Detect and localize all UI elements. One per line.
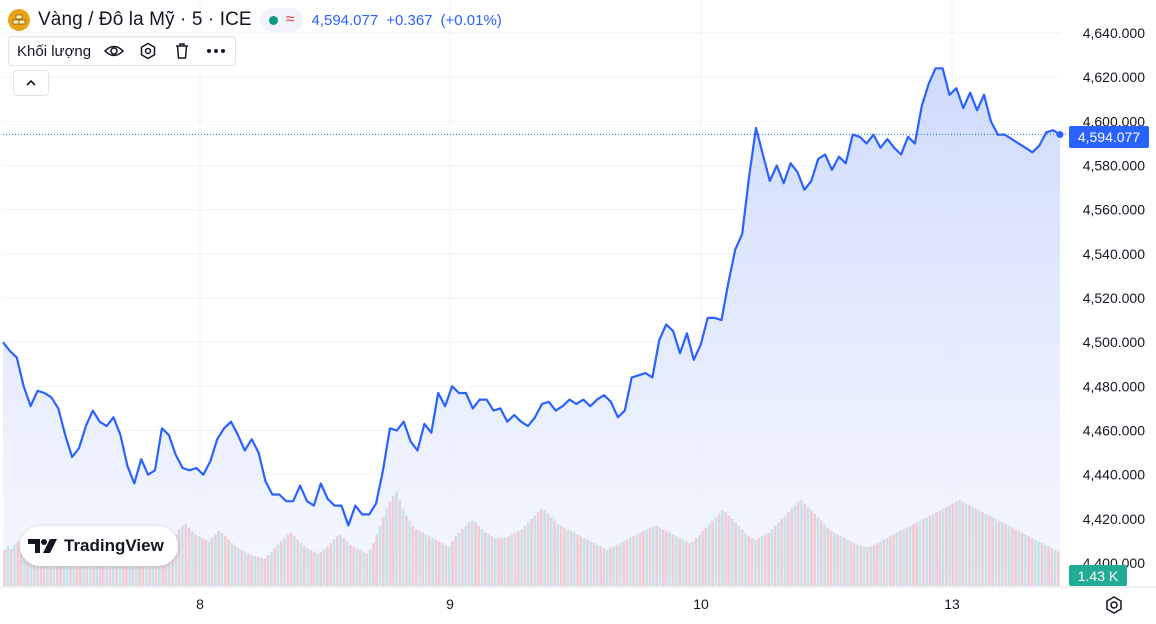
chevron-up-icon <box>26 79 36 86</box>
delayed-data-icon: ≈ <box>285 11 295 28</box>
time-axis: 8 9 10 13 <box>0 586 1156 612</box>
time-tick-label: 13 <box>944 596 960 612</box>
price-tick-label: 4,520.000 <box>1083 290 1145 306</box>
current-price-tag: 4,594.077 <box>1069 126 1149 148</box>
current-volume-tag: 1.43 K <box>1069 565 1127 586</box>
price-tick-label: 4,420.000 <box>1083 511 1145 527</box>
price-tick-label: 4,440.000 <box>1083 467 1145 483</box>
indicator-label[interactable]: Khối lượng <box>17 42 92 60</box>
volume-indicator-legend: Khối lượng <box>8 36 237 66</box>
price-tick-label: 4,460.000 <box>1083 423 1145 439</box>
tradingview-logo-icon <box>28 539 57 553</box>
symbol-title[interactable]: Vàng / Đô la Mỹ · 5 · ICE <box>38 9 252 30</box>
price-tick-label: 4,620.000 <box>1083 69 1145 85</box>
price-area-fill <box>3 68 1060 588</box>
symbol-legend: Vàng / Đô la Mỹ · 5 · ICE ≈ 4,594.077 +0… <box>8 6 502 34</box>
settings-icon <box>1106 596 1122 614</box>
price-axis: 4,400.0004,420.0004,440.0004,460.0004,48… <box>1083 25 1145 571</box>
price-tick-label: 4,540.000 <box>1083 246 1145 262</box>
price-change: +0.367 <box>386 11 433 29</box>
market-open-dot-icon <box>268 15 278 25</box>
price-tick-label: 4,640.000 <box>1083 25 1145 41</box>
time-tick-label: 8 <box>196 596 204 612</box>
tradingview-logo-text: TradingView <box>64 536 164 555</box>
price-line <box>2 67 1066 527</box>
more-icon[interactable] <box>205 40 227 62</box>
settings-icon[interactable] <box>137 40 159 62</box>
gold-bars-icon <box>8 9 30 31</box>
market-status-pill[interactable]: ≈ <box>259 8 304 32</box>
price-area <box>3 68 1060 588</box>
price-tick-label: 4,600.000 <box>1083 113 1145 129</box>
collapse-legend-button[interactable] <box>13 70 49 96</box>
price-tick-label: 4,500.000 <box>1083 334 1145 350</box>
time-tick-label: 9 <box>446 596 454 612</box>
eye-icon[interactable] <box>103 40 125 62</box>
last-price: 4,594.077 <box>311 11 379 29</box>
price-change-pct: (+0.01%) <box>440 11 502 29</box>
last-price-dot <box>1056 131 1064 139</box>
tradingview-logo[interactable]: TradingView <box>20 526 178 566</box>
price-tick-label: 4,560.000 <box>1083 202 1145 218</box>
price-tick-label: 4,480.000 <box>1083 378 1145 394</box>
price-line-path <box>2 67 1061 527</box>
trash-icon[interactable] <box>171 40 193 62</box>
chart-settings-button[interactable] <box>1102 593 1126 617</box>
price-info: 4,594.077 +0.367 (+0.01%) <box>311 12 501 29</box>
time-tick-label: 10 <box>693 596 709 612</box>
price-tick-label: 4,580.000 <box>1083 158 1145 174</box>
